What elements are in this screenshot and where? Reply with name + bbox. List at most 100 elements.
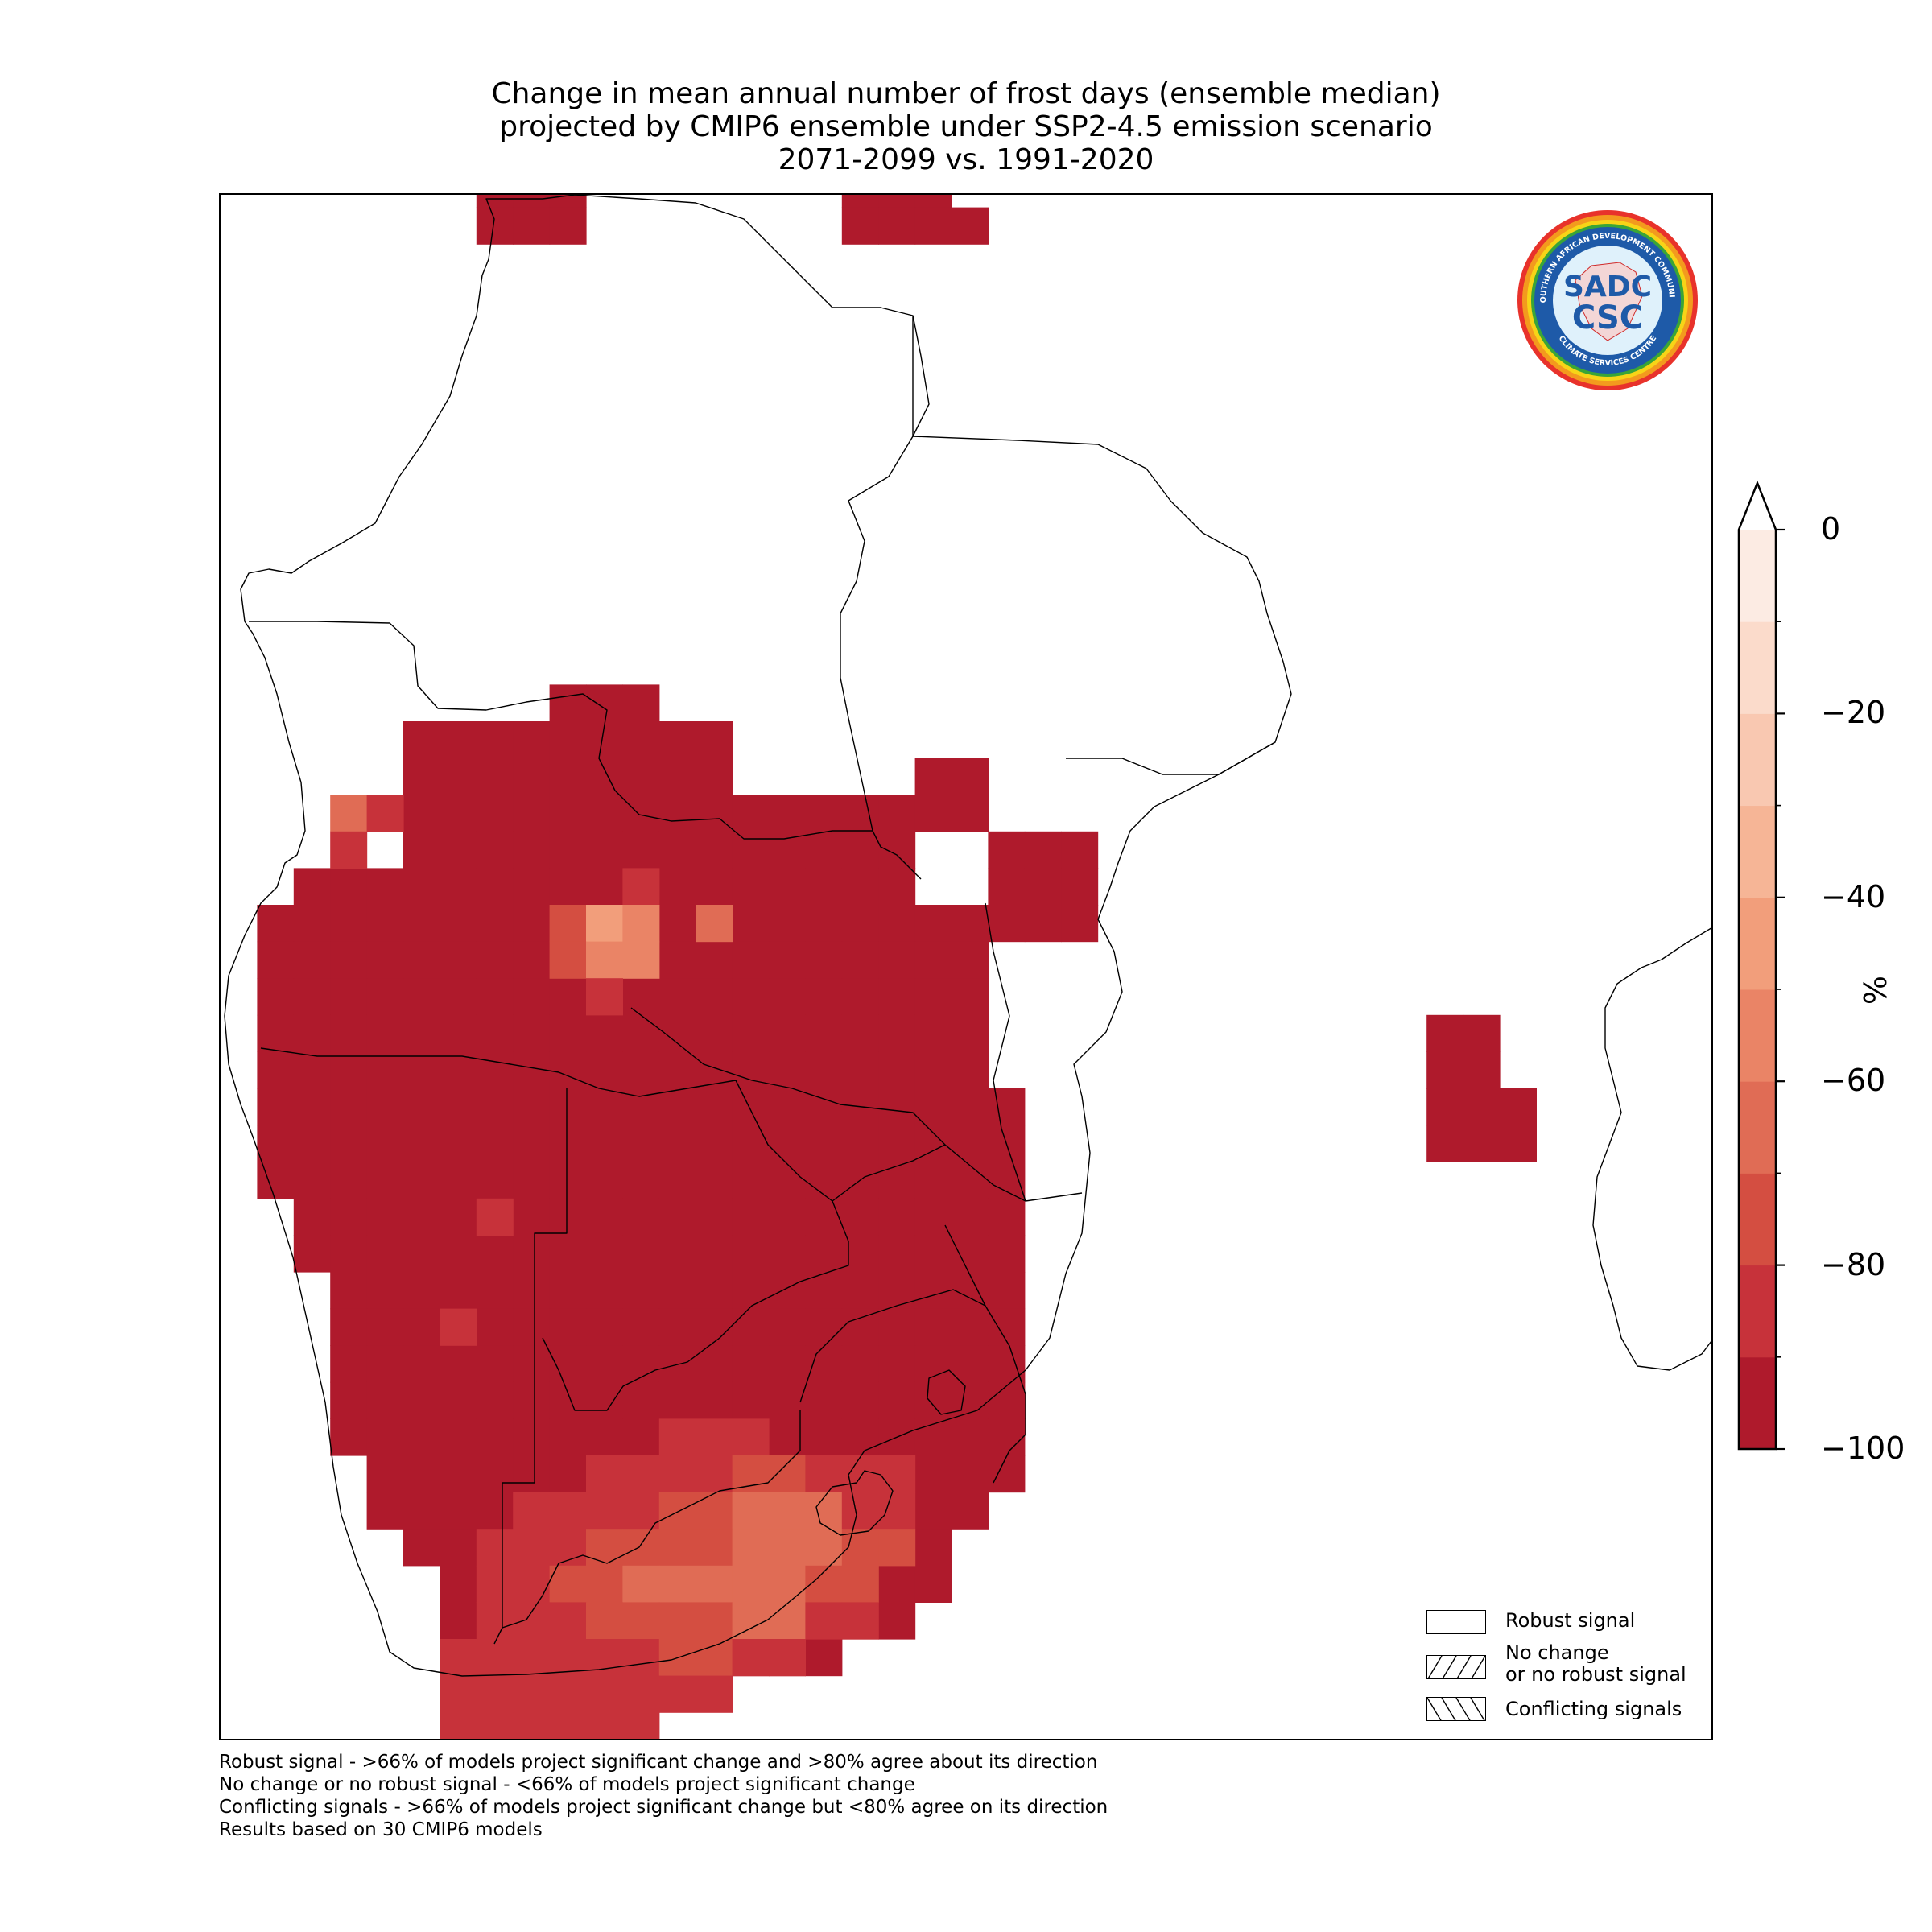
grid-cell xyxy=(586,1014,623,1052)
grid-cell xyxy=(914,1162,952,1199)
grid-cell-highlight xyxy=(622,941,660,979)
grid-cell-highlight xyxy=(440,1308,477,1346)
colorbar-tick-label: −40 xyxy=(1821,878,1886,914)
grid-cell xyxy=(513,1235,551,1273)
grid-cell xyxy=(622,1235,660,1273)
grid-cell xyxy=(366,1162,404,1199)
colorbar-segments xyxy=(1739,483,1776,1450)
grid-cell-south xyxy=(878,1529,916,1567)
grid-cell xyxy=(841,831,879,869)
footnote-no-change: No change or no robust signal - <66% of … xyxy=(219,1774,915,1795)
grid-cell xyxy=(914,1088,952,1126)
grid-cell-south xyxy=(549,1712,587,1739)
sadc-csc-logo: SOUTHERN AFRICAN DEVELOPMENT COMMUNITY C… xyxy=(1515,208,1698,390)
grid-cell xyxy=(658,795,696,832)
grid-cell xyxy=(805,1308,843,1346)
grid-cell xyxy=(330,1235,368,1273)
grid-cell-madagascar xyxy=(1426,1088,1464,1126)
grid-cell-south xyxy=(769,1639,806,1677)
grid-cell xyxy=(914,1272,952,1310)
grid-cell xyxy=(440,868,477,906)
grid-cell-south xyxy=(513,1529,551,1567)
grid-cell xyxy=(403,831,440,869)
grid-cell-south xyxy=(622,1455,660,1493)
forward-hatch-pattern xyxy=(1427,1656,1485,1678)
grid-cell xyxy=(952,1272,989,1310)
grid-cell xyxy=(988,831,1026,869)
grid-cell xyxy=(805,1051,843,1089)
grid-cell xyxy=(805,1345,843,1383)
grid-cell xyxy=(586,868,623,906)
title-line-2: projected by CMIP6 ensemble under SSP2-4… xyxy=(499,110,1433,143)
grid-cell xyxy=(440,1565,477,1603)
footnote-robust: Robust signal - >66% of models project s… xyxy=(219,1752,1098,1773)
grid-cell xyxy=(805,1125,843,1162)
grid-cell xyxy=(805,868,843,906)
grid-cell xyxy=(440,1198,477,1236)
border-uganda-kenya xyxy=(912,315,930,437)
grid-cell xyxy=(549,1272,587,1310)
grid-cell-highlight xyxy=(586,905,623,943)
grid-cell-south xyxy=(878,1492,916,1530)
grid-cell xyxy=(841,207,879,245)
grid-cell xyxy=(549,1125,587,1162)
grid-cell xyxy=(586,1235,623,1273)
grid-cell xyxy=(769,1125,806,1162)
grid-cell xyxy=(988,1272,1026,1310)
grid-cell xyxy=(513,195,551,208)
grid-cell xyxy=(769,868,806,906)
colorbar-ticks xyxy=(1776,528,1785,1451)
grid-cell xyxy=(293,1014,331,1052)
colorbar-segment xyxy=(1739,1356,1776,1450)
map-panel xyxy=(219,193,1713,1740)
grid-cell xyxy=(952,758,989,795)
grid-cell xyxy=(366,1455,404,1493)
grid-cell xyxy=(1061,831,1099,869)
grid-cell xyxy=(330,1198,368,1236)
grid-cell xyxy=(878,1602,916,1640)
grid-cell-south xyxy=(769,1602,806,1640)
grid-cell xyxy=(257,1162,295,1199)
grid-cell-highlight xyxy=(330,831,368,869)
grid-cell-madagascar xyxy=(1426,1014,1464,1052)
colorbar-segment xyxy=(1739,989,1776,1082)
grid-cell xyxy=(513,1345,551,1383)
grid-cell xyxy=(330,1125,368,1162)
grid-cell xyxy=(476,207,514,245)
grid-cell xyxy=(732,1345,770,1383)
title-line-1: Change in mean annual number of frost da… xyxy=(491,77,1441,110)
grid-cell xyxy=(403,1235,440,1273)
grid-cell xyxy=(513,1381,551,1419)
grid-cell xyxy=(440,1492,477,1530)
grid-cell xyxy=(952,1014,989,1052)
grid-cell xyxy=(366,1345,404,1383)
grid-cell-south xyxy=(622,1565,660,1603)
grid-cell-highlight xyxy=(586,941,623,979)
grid-cell xyxy=(914,1051,952,1089)
colorbar-tick-label: −100 xyxy=(1821,1430,1905,1466)
grid-cell xyxy=(914,207,952,245)
grid-cell xyxy=(841,1345,879,1383)
grid-cell xyxy=(914,795,952,832)
grid-cell xyxy=(366,1381,404,1419)
grid-cell xyxy=(293,905,331,943)
grid-cell-south xyxy=(878,1455,916,1493)
grid-cell xyxy=(696,1235,733,1273)
colorbar-segment xyxy=(1739,621,1776,714)
grid-cell-south xyxy=(769,1565,806,1603)
grid-cell-south xyxy=(549,1675,587,1713)
grid-cell xyxy=(330,868,368,906)
grid-cell-highlight xyxy=(366,795,404,832)
grid-cell xyxy=(330,1308,368,1346)
grid-cell xyxy=(366,1051,404,1089)
grid-cell xyxy=(732,1381,770,1419)
grid-cell-madagascar xyxy=(1463,1014,1501,1052)
grid-cell xyxy=(805,941,843,979)
colorbar-segment xyxy=(1739,805,1776,898)
grid-cell xyxy=(841,1198,879,1236)
grid-cell xyxy=(513,1418,551,1456)
grid-cell xyxy=(293,1162,331,1199)
grid-cell xyxy=(549,868,587,906)
grid-cell xyxy=(914,978,952,1016)
grid-cell xyxy=(549,831,587,869)
